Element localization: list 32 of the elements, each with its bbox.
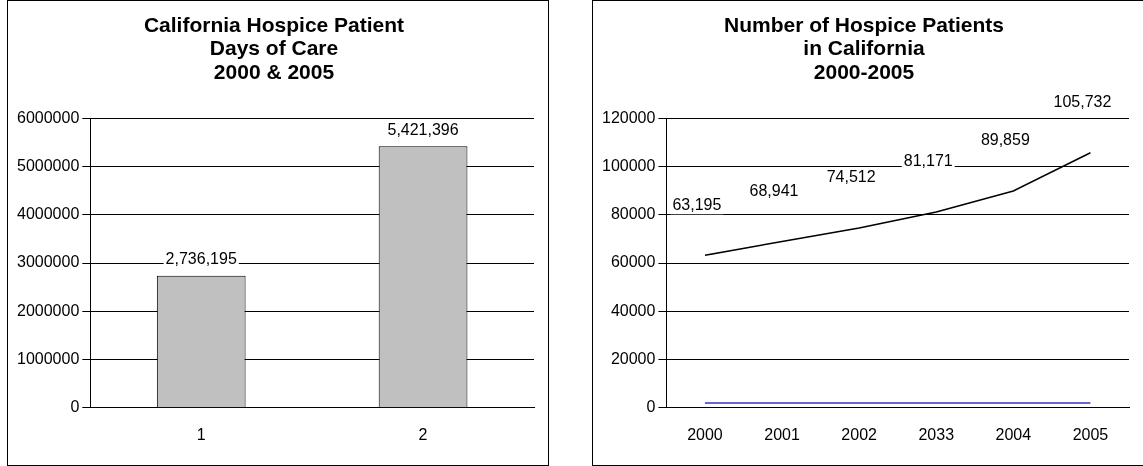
- y-tick-label: 100000: [602, 156, 656, 174]
- data-label: 63,195: [672, 195, 722, 213]
- y-tick-label: 20000: [610, 349, 656, 367]
- x-tick-label: 2005: [1072, 425, 1109, 443]
- chart-title: California Hospice Patient Days of Care 2000 & 2005: [143, 13, 405, 83]
- y-tick-label: 80000: [610, 205, 656, 223]
- data-label: 89,859: [980, 131, 1030, 149]
- y-tick-label: 40000: [610, 301, 656, 319]
- x-tick-label: 2002: [841, 425, 878, 443]
- data-label: 68,941: [749, 181, 799, 199]
- y-tick-label: 1000000: [16, 349, 80, 367]
- data-label: 105,732: [1053, 93, 1112, 111]
- y-tick-label: 3000000: [16, 253, 80, 271]
- data-label: 74,512: [826, 168, 876, 186]
- y-tick-label: 5000000: [16, 156, 80, 174]
- data-label: 5,421,396: [387, 120, 459, 138]
- y-tick-label: 0: [70, 398, 80, 416]
- y-tick-label: 120000: [602, 108, 656, 126]
- y-tick-label: 4000000: [16, 205, 80, 223]
- x-tick-label: 2: [418, 425, 428, 443]
- y-tick-label: 0: [646, 398, 656, 416]
- x-tick-label: 2000: [687, 425, 723, 443]
- y-tick-label: 60000: [610, 253, 656, 271]
- x-tick-label: 2001: [764, 425, 800, 443]
- data-label: 81,171: [903, 152, 953, 170]
- y-tick-label: 6000000: [16, 108, 80, 126]
- data-label: 2,736,195: [165, 250, 237, 268]
- chart-title: Number of Hospice Patients in California 2000-2005: [723, 13, 1005, 83]
- x-tick-label: 2033: [918, 425, 955, 443]
- y-tick-label: 2000000: [16, 301, 80, 319]
- x-tick-label: 1: [196, 425, 206, 443]
- x-tick-label: 2004: [995, 425, 1032, 443]
